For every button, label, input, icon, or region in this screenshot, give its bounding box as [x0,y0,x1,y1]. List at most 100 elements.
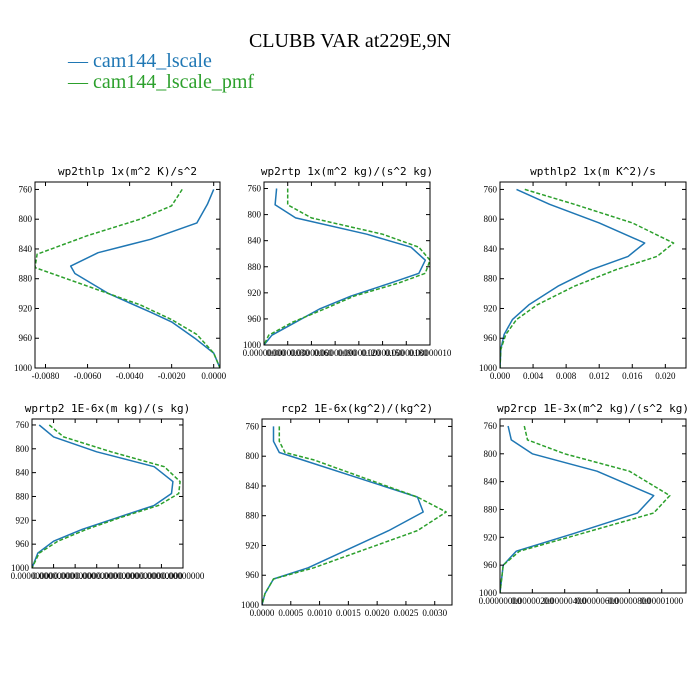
series-line-cam144-lscale-pmf [35,188,220,368]
series-group [500,425,671,593]
x-tick-label: 0.00000030 [266,348,309,358]
x-tick-label: 0.00000000 [97,571,140,581]
x-tick-label: 0.0000 [201,371,226,381]
x-tick-label: 0.016 [622,371,643,381]
x-tick-label: 0.00000400 [543,596,586,606]
x-tick-label: 0.0030 [422,608,447,618]
y-tick-label: 1000 [243,340,262,350]
y-tick-label: 1000 [241,600,260,610]
plot-frame [499,418,687,594]
x-tick-label: 0.0025 [394,608,419,618]
y-tick-label: 880 [16,491,30,501]
series-group [35,188,220,368]
y-tick-label: 880 [246,511,260,521]
x-tick-label: 0.0020 [365,608,390,618]
panel-title: rcp2 1E-6x(kg^2)/(kg^2) [281,402,433,415]
legend-swatch-cam144-lscale-pmf: — [68,71,93,93]
panel-1: wp2thlp 1x(m^2 K)/s^2 760 800 840 880 920 960 1… [14,165,227,381]
plot-frame [263,181,431,346]
x-tick-label: 0.004 [523,371,544,381]
x-tick-label: 0.008 [556,371,577,381]
legend-entry-cam144-lscale-pmf: — cam144_lscale_pmf [68,71,254,94]
x-tick-label: 0.00000150 [361,348,404,358]
panel-title: wp2rtp 1x(m^2 kg)/(s^2 kg) [261,165,433,178]
y-tick-label: 840 [248,236,262,246]
series-line-cam144-lscale-pmf [500,188,675,368]
y-tick-label: 920 [484,532,498,542]
y-tick-label: 920 [248,288,262,298]
y-tick-label: 880 [248,262,262,272]
x-tick-label: 0.00000010 [409,348,452,358]
y-tick-label: 800 [484,214,498,224]
x-tick-label: 0.00000000 [32,571,75,581]
y-tick-label: 920 [16,515,30,525]
y-tick-label: 840 [484,477,498,487]
x-tick-label: -0.0060 [74,371,102,381]
series-line-cam144-lscale-pmf [264,188,430,345]
y-tick-label: 800 [16,444,30,454]
plot-frame [261,418,453,606]
x-tick-label: 0.00000800 [608,596,651,606]
y-tick-label: 800 [484,449,498,459]
panel-title: wp2rcp 1E-3x(m^2 kg)/(s^2 kg) [497,402,689,415]
y-tick-label: 880 [484,274,498,284]
plot-frame [31,418,184,569]
y-tick-label: 840 [16,468,30,478]
y-tick-label: 880 [19,274,33,284]
y-tick-label: 1000 [479,363,498,373]
y-tick-label: 760 [484,184,498,194]
series-line-cam144-lscale [262,426,424,605]
y-tick-label: 760 [16,420,30,430]
x-tick-label: 0.00000180 [385,348,428,358]
x-tick-label: 0.00000200 [511,596,554,606]
panel-title: wp2thlp 1x(m^2 K)/s^2 [58,165,197,178]
y-tick-label: 1000 [14,363,33,373]
x-tick-label: 0.00001000 [640,596,683,606]
series-group [262,426,447,605]
y-tick-label: 1000 [11,563,30,573]
x-tick-label: 0.00000600 [576,596,619,606]
panel-title: wpthlp2 1x(m K^2)/s [530,165,656,178]
x-tick-label: 0.012 [589,371,609,381]
x-tick-label: 0.00000000 [75,571,118,581]
legend-swatch-cam144-lscale: — [68,50,93,72]
x-tick-label: 0.00000000 [54,571,97,581]
y-tick-label: 920 [19,303,33,313]
series-line-cam144-lscale [500,188,646,368]
x-tick-label: 0.0015 [336,608,361,618]
series-line-cam144-lscale [32,424,174,568]
series-line-cam144-lscale-pmf [500,425,671,593]
x-tick-label: 0.0005 [278,608,303,618]
series-line-cam144-lscale [500,425,655,593]
y-tick-label: 960 [19,333,33,343]
y-tick-label: 960 [484,560,498,570]
legend-label-cam144-lscale-pmf: cam144_lscale_pmf [93,71,255,93]
x-tick-label: -0.0080 [32,371,60,381]
x-tick-label: 0.00000060 [290,348,333,358]
series-line-cam144-lscale [264,188,427,345]
x-tick-label: 0.0000 [250,608,275,618]
y-tick-label: 840 [19,244,33,254]
x-tick-label: 0.000 [490,371,511,381]
x-tick-label: 0.00000000 [118,571,161,581]
plot-frame [499,181,687,369]
panel-6: wp2rcp 1E-3x(m^2 kg)/(s^2 kg) 760 800 840 88… [479,402,689,606]
y-tick-label: 800 [246,451,260,461]
panel-title: wprtp2 1E-6x(m kg)/(s kg) [25,402,191,415]
panel-2: wp2rtp 1x(m^2 kg)/(s^2 kg) 760 800 840 880 92… [243,165,452,358]
x-tick-label: 0.00000000 [140,571,183,581]
y-tick-label: 960 [246,570,260,580]
y-tick-label: 880 [484,504,498,514]
x-tick-label: 0.00000000 [11,571,54,581]
x-tick-label: 0.00000120 [337,348,380,358]
y-tick-label: 1000 [479,588,498,598]
legend-label-cam144-lscale: cam144_lscale [93,50,212,72]
y-tick-label: 760 [248,184,262,194]
x-tick-label: 0.00000090 [314,348,357,358]
x-tick-label: 0.020 [655,371,676,381]
y-tick-label: 760 [246,421,260,431]
series-line-cam144-lscale-pmf [32,424,181,568]
y-tick-label: 920 [246,540,260,550]
